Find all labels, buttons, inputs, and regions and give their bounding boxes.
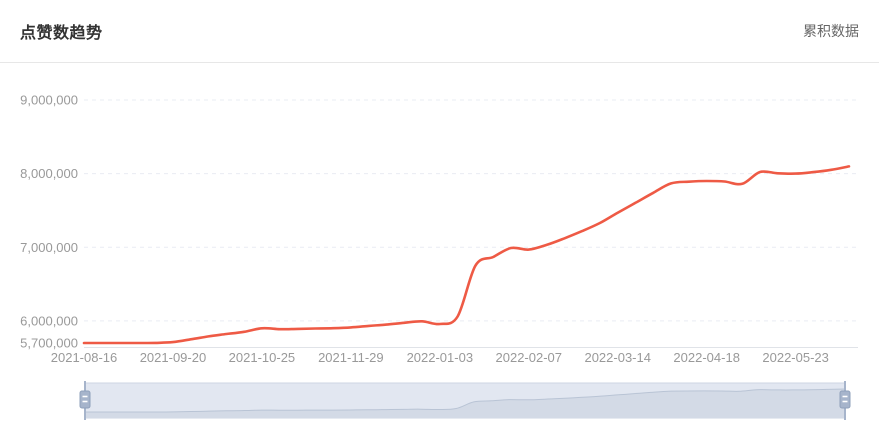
x-tick-label: 2022-03-14 xyxy=(584,350,651,365)
x-tick-label: 2021-08-16 xyxy=(51,350,118,365)
y-tick-label: 9,000,000 xyxy=(20,93,78,108)
x-tick-label: 2022-01-03 xyxy=(407,350,474,365)
y-tick-label: 6,000,000 xyxy=(20,313,78,328)
page-title: 点赞数趋势 xyxy=(20,25,103,42)
datazoom-data-shadow-line xyxy=(85,388,846,413)
cumulative-data-label[interactable]: 累积数据 xyxy=(803,23,859,39)
x-tick-label: 2022-02-07 xyxy=(496,350,563,365)
x-tick-label: 2022-05-23 xyxy=(762,350,829,365)
y-tick-label: 8,000,000 xyxy=(20,166,78,181)
x-tick-label: 2021-11-29 xyxy=(318,350,384,365)
datazoom-left-handle[interactable] xyxy=(79,390,91,409)
x-tick-label: 2022-04-18 xyxy=(673,350,740,365)
datazoom-right-handle[interactable] xyxy=(839,390,851,409)
likes-series-line xyxy=(82,165,851,345)
datazoom-data-shadow-area xyxy=(85,389,845,418)
x-tick-label: 2021-10-25 xyxy=(229,350,296,365)
y-tick-label: 7,000,000 xyxy=(20,240,78,255)
chart-header: 点赞数趋势 累积数据 xyxy=(0,0,879,63)
x-tick-label: 2021-09-20 xyxy=(140,350,207,365)
y-tick-label: 5,700,000 xyxy=(20,336,78,351)
